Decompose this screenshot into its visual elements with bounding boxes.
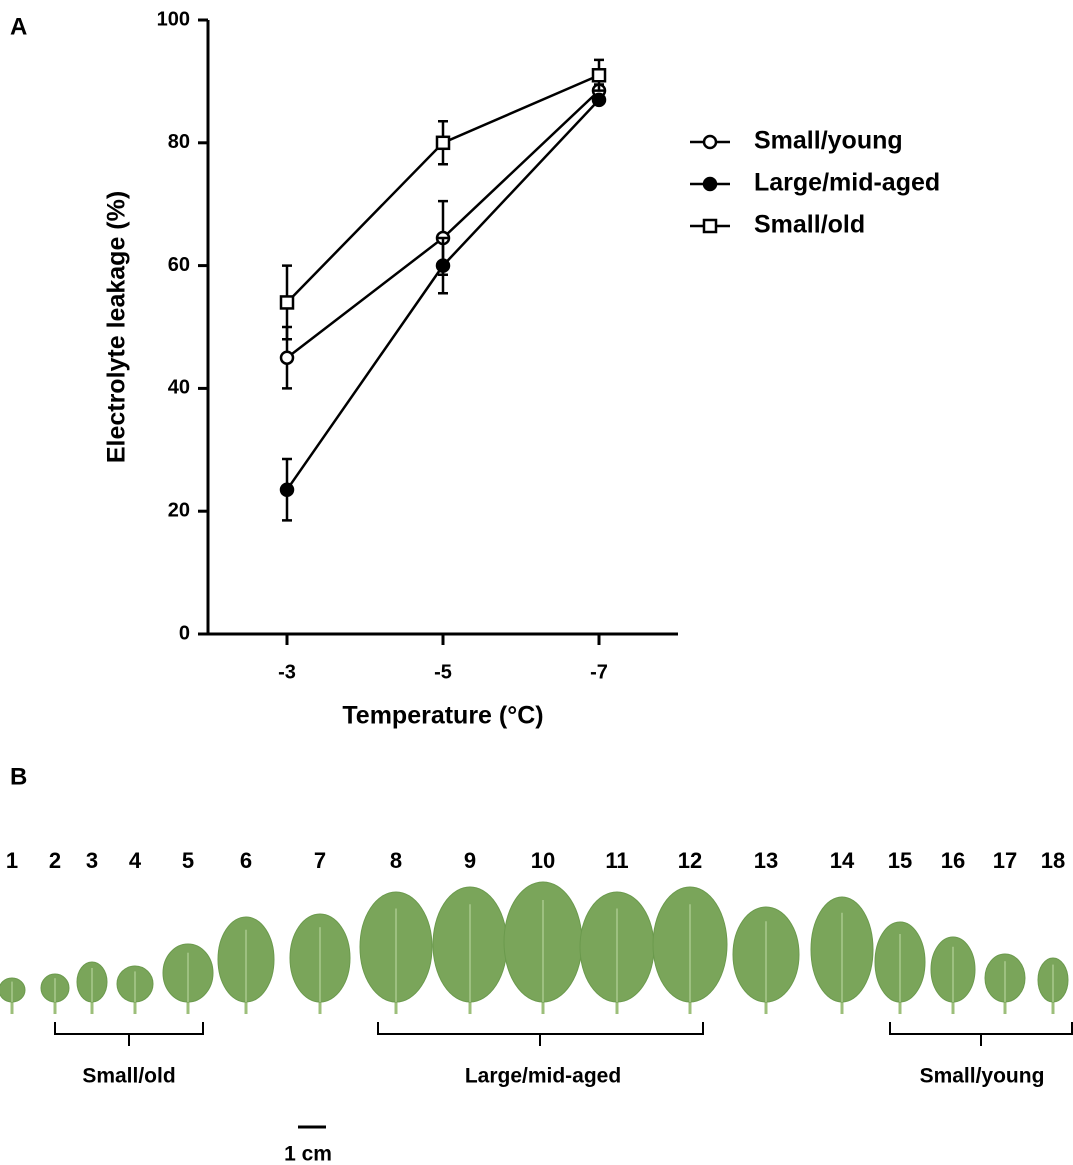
x-tick-label: -7	[590, 661, 608, 683]
leaf-number: 5	[182, 848, 194, 873]
leaf-number: 9	[464, 848, 476, 873]
data-point	[591, 92, 607, 108]
legend-label: Small/young	[754, 127, 903, 155]
scale-label: 1 cm	[284, 1143, 332, 1165]
y-tick-label: 0	[179, 622, 190, 644]
brackets	[54, 1022, 1073, 1129]
data-point	[591, 68, 607, 83]
leaf-number: 13	[754, 848, 778, 873]
leaf-number: 10	[531, 848, 555, 873]
legend-marker	[702, 176, 718, 192]
group-label: Small/old	[82, 1065, 175, 1088]
legend-label: Small/old	[754, 211, 865, 239]
legend-label: Large/mid-aged	[754, 169, 940, 197]
leaf-number: 14	[830, 848, 855, 873]
legend-marker	[702, 134, 718, 150]
leaf-number: 8	[390, 848, 402, 873]
x-axis-title: Temperature (°C)	[342, 702, 543, 730]
leaf-number: 11	[605, 848, 628, 873]
panel-label: A	[10, 13, 27, 40]
data-point	[279, 295, 295, 310]
leaf-number: 16	[941, 848, 965, 873]
x-tick-label: -3	[278, 661, 296, 683]
bracket	[54, 1022, 204, 1046]
group-label: Large/mid-aged	[465, 1065, 621, 1088]
data-point	[279, 482, 295, 497]
leaf-number: 17	[993, 848, 1017, 873]
y-tick-label: 40	[168, 377, 190, 399]
leaf-number: 3	[86, 848, 98, 873]
y-tick-label: 100	[157, 8, 190, 30]
x-tick-label: -5	[434, 661, 452, 683]
leaf-number: 15	[888, 848, 912, 873]
leaf-number: 4	[129, 848, 142, 873]
bracket	[377, 1022, 704, 1046]
panel-label: B	[10, 763, 27, 790]
y-tick-label: 60	[168, 254, 190, 276]
data-point	[435, 135, 451, 151]
y-axis-title: Electrolyte leakage (%)	[103, 191, 131, 463]
data-point	[279, 350, 295, 365]
legend-marker	[702, 218, 718, 234]
leaf-number: 2	[49, 848, 61, 873]
data-point	[435, 258, 451, 273]
leaf-number: 18	[1041, 848, 1065, 873]
bracket	[889, 1022, 1073, 1046]
leaf-number: 1	[6, 848, 18, 873]
leaf-number: 12	[678, 848, 702, 873]
leaf-number: 6	[240, 848, 252, 873]
y-tick-label: 80	[168, 131, 190, 153]
y-tick-label: 20	[168, 499, 190, 521]
group-label: Small/young	[920, 1065, 1045, 1088]
leaf-number: 7	[314, 848, 326, 873]
